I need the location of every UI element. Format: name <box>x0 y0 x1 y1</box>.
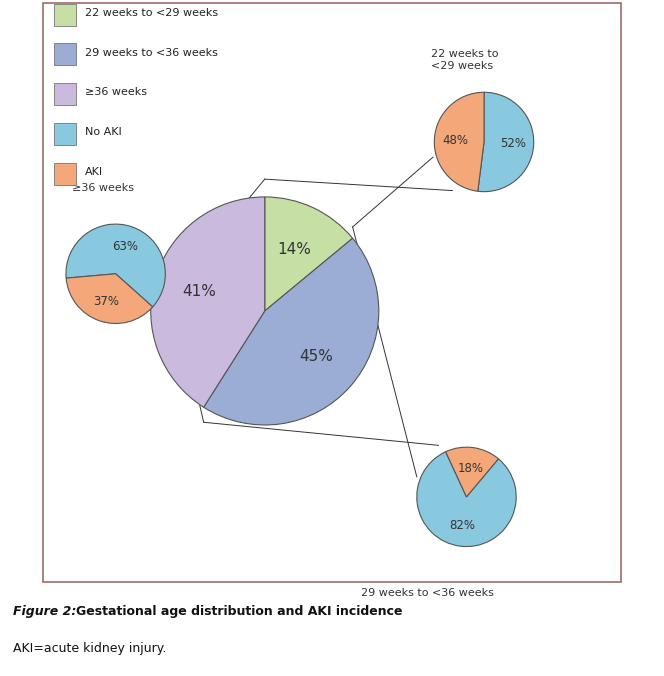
Wedge shape <box>66 224 165 307</box>
Text: 22 weeks to <29 weeks: 22 weeks to <29 weeks <box>85 8 218 18</box>
Text: 29 weeks to <36 weeks: 29 weeks to <36 weeks <box>361 588 494 598</box>
Wedge shape <box>265 197 353 311</box>
Bar <box>54 43 76 66</box>
Text: 41%: 41% <box>182 285 216 299</box>
Text: No AKI: No AKI <box>85 127 122 137</box>
Text: AKI=acute kidney injury.: AKI=acute kidney injury. <box>13 642 167 656</box>
Text: 52%: 52% <box>500 137 526 150</box>
Wedge shape <box>434 92 484 191</box>
Text: 22 weeks to
<29 weeks: 22 weeks to <29 weeks <box>432 49 499 71</box>
Text: Figure 2:: Figure 2: <box>13 605 76 619</box>
Wedge shape <box>151 197 265 407</box>
Text: 63%: 63% <box>112 240 137 253</box>
Text: 48%: 48% <box>442 134 468 147</box>
Text: 45%: 45% <box>299 349 333 364</box>
Text: 14%: 14% <box>277 241 311 257</box>
Bar <box>54 162 76 185</box>
Text: ≥36 weeks: ≥36 weeks <box>72 183 133 193</box>
Wedge shape <box>417 452 516 547</box>
Text: 18%: 18% <box>457 462 483 475</box>
Wedge shape <box>66 274 153 324</box>
Text: Gestational age distribution and AKI incidence: Gestational age distribution and AKI inc… <box>76 605 402 619</box>
Text: 29 weeks to <36 weeks: 29 weeks to <36 weeks <box>85 47 218 57</box>
Text: 37%: 37% <box>94 295 120 308</box>
Bar <box>54 123 76 145</box>
Bar <box>54 3 76 26</box>
Bar <box>54 83 76 105</box>
Text: AKI: AKI <box>85 167 104 177</box>
Text: ≥36 weeks: ≥36 weeks <box>85 87 147 97</box>
Wedge shape <box>478 92 534 192</box>
Wedge shape <box>204 238 378 425</box>
Wedge shape <box>446 447 499 497</box>
Text: 82%: 82% <box>450 519 475 532</box>
